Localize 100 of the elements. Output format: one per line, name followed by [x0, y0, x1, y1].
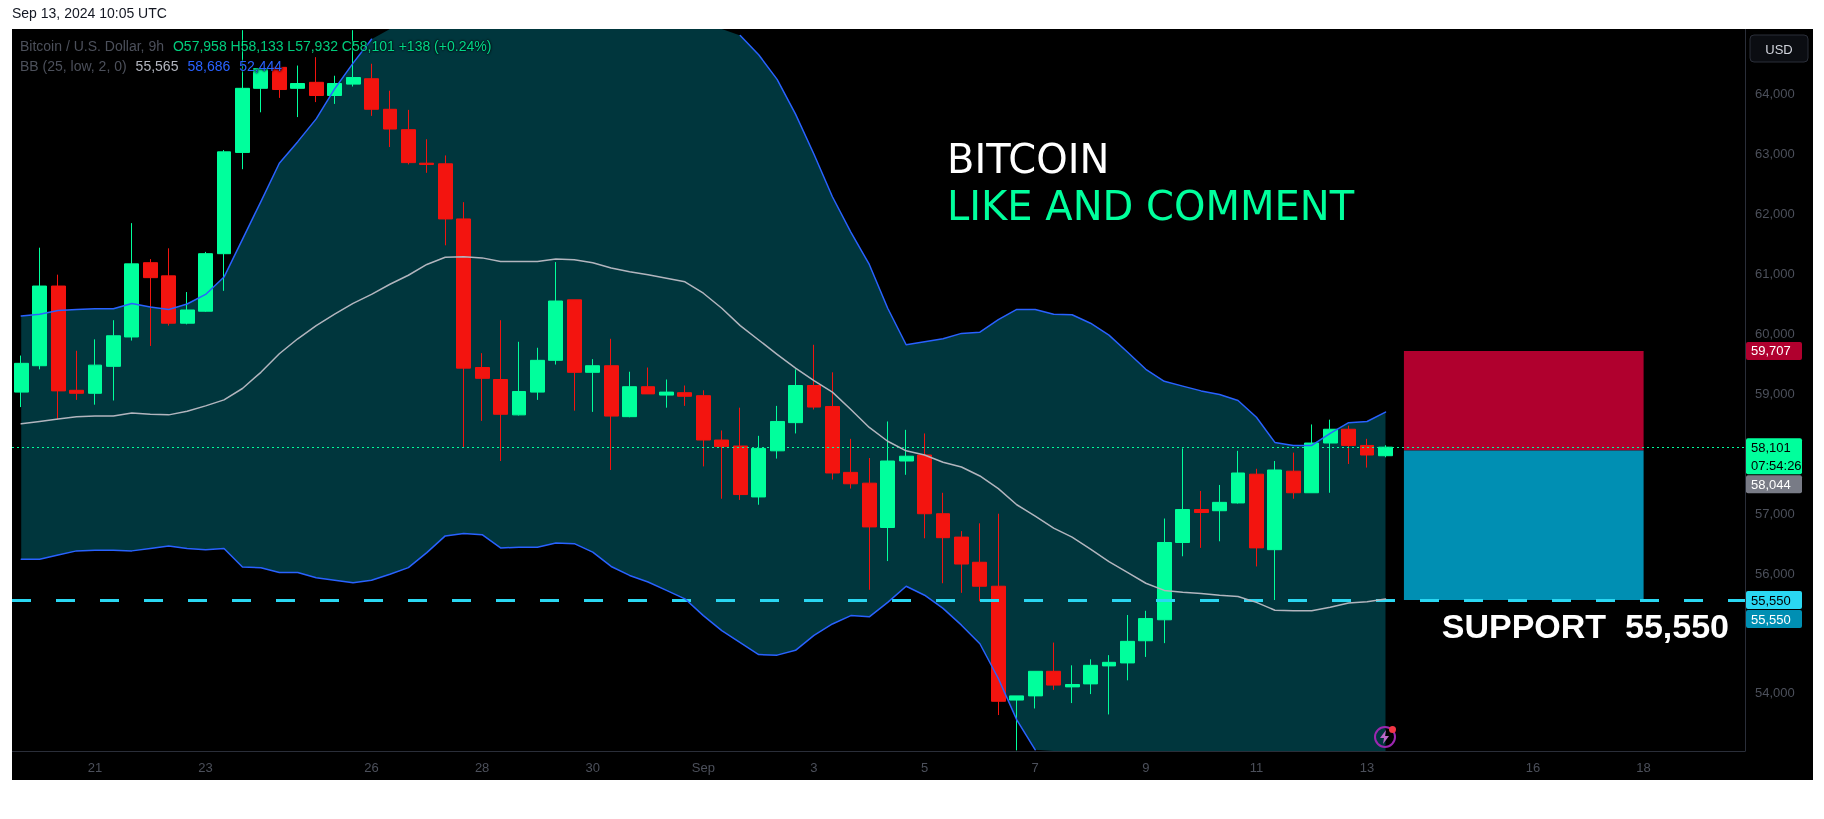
candlestick [991, 513, 1006, 716]
candlestick [862, 457, 877, 591]
y-axis-title: USD [1765, 41, 1793, 57]
y-tick-label: 54,000 [1755, 685, 1795, 701]
candlestick [954, 530, 969, 594]
line-series [20, 255, 1387, 612]
candlestick [677, 385, 692, 407]
candlestick [1267, 460, 1282, 601]
text: Bitcoin / U.S. Dollar, 9h [20, 38, 164, 54]
candlestick [512, 341, 526, 416]
x-tick-label: 23 [198, 760, 213, 775]
candlestick [456, 201, 471, 448]
candlestick [1249, 468, 1264, 567]
annotation: LIKE AND COMMENT [947, 183, 1355, 229]
y-tick-label: 56,000 [1755, 565, 1795, 581]
candlestick [714, 429, 729, 500]
candlestick [1341, 425, 1356, 465]
x-tick-label: 5 [920, 760, 929, 775]
candlestick [217, 149, 231, 292]
candlestick [364, 63, 379, 117]
text: 55,550 [1751, 611, 1791, 627]
x-tick-label: 7 [1031, 760, 1039, 775]
candlestick [585, 358, 600, 413]
x-tick-label: Sep [691, 760, 715, 775]
x-tick-label: 26 [364, 760, 379, 775]
candlestick [1009, 695, 1024, 751]
x-tick-label: 9 [1142, 760, 1150, 775]
annotation: SUPPORT 55,550 [1441, 607, 1729, 646]
candlestick [1102, 654, 1116, 715]
candlestick [419, 138, 434, 174]
candlestick [788, 368, 803, 434]
candlestick [530, 347, 545, 401]
candlestick [659, 379, 674, 409]
candlestick [438, 154, 453, 246]
candlestick [309, 56, 324, 103]
candlestick [696, 389, 711, 467]
x-tick-label: 11 [1249, 760, 1264, 775]
candlestick [124, 222, 139, 342]
candlestick [143, 258, 158, 347]
ref-line-label: 55,550 [1751, 592, 1791, 608]
x-tick-label: 16 [1525, 760, 1541, 775]
candlestick [51, 274, 66, 421]
x-tick-label: 30 [585, 760, 600, 775]
candlestick [1286, 452, 1301, 500]
candlestick [567, 299, 582, 412]
candlestick [1138, 610, 1153, 658]
text: 58,044 [1751, 476, 1791, 492]
candlestick [14, 355, 29, 408]
y-tick-label: 64,000 [1755, 86, 1795, 102]
candlestick [1194, 490, 1209, 549]
x-tick-label: 18 [1636, 760, 1651, 775]
x-tick-label: 13 [1359, 760, 1375, 775]
candlestick [1157, 518, 1172, 644]
candlestick [1120, 614, 1135, 681]
annotation: BITCOIN [947, 136, 1110, 182]
candlestick [1231, 450, 1245, 505]
candlestick [106, 319, 121, 401]
candlestick [604, 338, 619, 471]
ref-line-label: 58,101 [1751, 439, 1791, 455]
y-tick-label: 57,000 [1755, 505, 1795, 521]
candlestick [1065, 664, 1080, 704]
candlestick [69, 350, 84, 401]
candlestick [843, 438, 858, 490]
annotation: BB (25, low, 2, 0) [20, 58, 127, 74]
candlestick [1083, 658, 1098, 695]
candlestick [1046, 642, 1061, 691]
x-tick-label: 3 [810, 760, 818, 775]
y-tick-label: 62,000 [1755, 206, 1795, 222]
y-tick-label: 59,000 [1755, 385, 1795, 401]
line-series [20, 532, 1036, 751]
candlestick [972, 522, 987, 602]
candlestick [825, 371, 840, 481]
candlestick [641, 367, 655, 395]
candlestick [401, 109, 416, 165]
candlestick [548, 261, 563, 366]
candlestick [475, 352, 490, 422]
candlestick [1212, 484, 1227, 542]
candlestick [198, 251, 213, 313]
candlestick [88, 338, 102, 406]
candlestick [936, 492, 950, 584]
annotation: 55,565 [135, 58, 179, 74]
candlestick [1028, 670, 1043, 709]
y-tick-label: 60,000 [1755, 325, 1795, 341]
candlestick [807, 344, 821, 410]
y-tick-label: 61,000 [1755, 265, 1795, 281]
x-tick-label: 21 [87, 760, 103, 775]
candlestick [383, 90, 397, 148]
candlestick [161, 247, 176, 327]
text: 07:54:26 [1751, 457, 1802, 473]
candlestick [32, 247, 47, 370]
candlestick [733, 407, 748, 501]
candlestick [180, 291, 195, 325]
x-tick-label: 28 [474, 760, 490, 775]
candlestick [622, 371, 637, 418]
candlestick [290, 65, 305, 118]
text: Sep 13, 2024 10:05 UTC [12, 5, 167, 21]
annotation: 58,686 [187, 58, 231, 74]
candlestick [1360, 438, 1374, 469]
text: 59,707 [1751, 343, 1791, 359]
candlestick [917, 432, 932, 539]
